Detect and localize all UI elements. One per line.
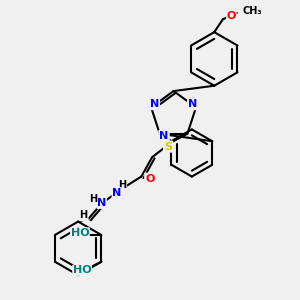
Text: N: N	[188, 99, 197, 109]
Text: S: S	[164, 142, 172, 152]
Text: N: N	[150, 99, 159, 109]
Text: HO: HO	[73, 265, 92, 275]
Text: CH₃: CH₃	[242, 6, 262, 16]
Text: O: O	[145, 174, 154, 184]
Text: N: N	[112, 188, 121, 198]
Text: N: N	[97, 198, 106, 208]
Text: H: H	[80, 210, 88, 220]
Text: N: N	[159, 131, 169, 141]
Text: H: H	[118, 180, 126, 190]
Text: HO: HO	[70, 228, 89, 238]
Text: O: O	[227, 11, 236, 21]
Text: H: H	[89, 194, 97, 204]
